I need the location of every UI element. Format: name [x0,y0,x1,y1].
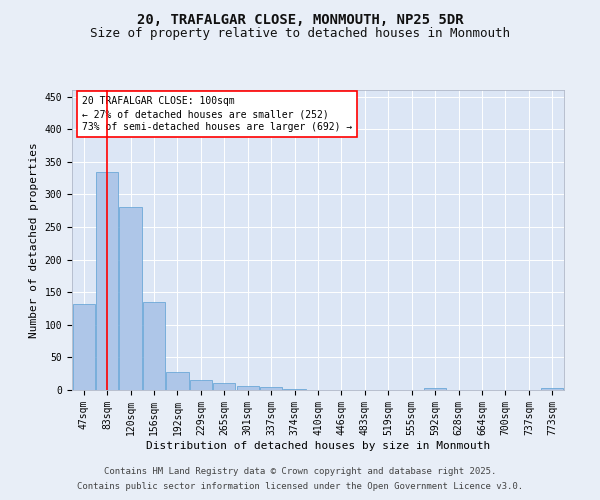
Y-axis label: Number of detached properties: Number of detached properties [29,142,39,338]
Bar [424,388,446,390]
Bar [143,302,165,390]
Bar [213,384,235,390]
Text: 20 TRAFALGAR CLOSE: 100sqm
← 27% of detached houses are smaller (252)
73% of sem: 20 TRAFALGAR CLOSE: 100sqm ← 27% of deta… [82,96,352,132]
Bar [283,388,305,390]
Text: 20, TRAFALGAR CLOSE, MONMOUTH, NP25 5DR: 20, TRAFALGAR CLOSE, MONMOUTH, NP25 5DR [137,12,463,26]
Bar [236,386,259,390]
Bar [119,208,142,390]
Bar [96,172,118,390]
Text: Contains public sector information licensed under the Open Government Licence v3: Contains public sector information licen… [77,482,523,491]
Text: Size of property relative to detached houses in Monmouth: Size of property relative to detached ho… [90,28,510,40]
Bar [541,388,563,390]
Bar [73,304,95,390]
Bar [260,386,282,390]
X-axis label: Distribution of detached houses by size in Monmouth: Distribution of detached houses by size … [146,440,490,450]
Bar [166,372,188,390]
Text: Contains HM Land Registry data © Crown copyright and database right 2025.: Contains HM Land Registry data © Crown c… [104,467,496,476]
Bar [190,380,212,390]
